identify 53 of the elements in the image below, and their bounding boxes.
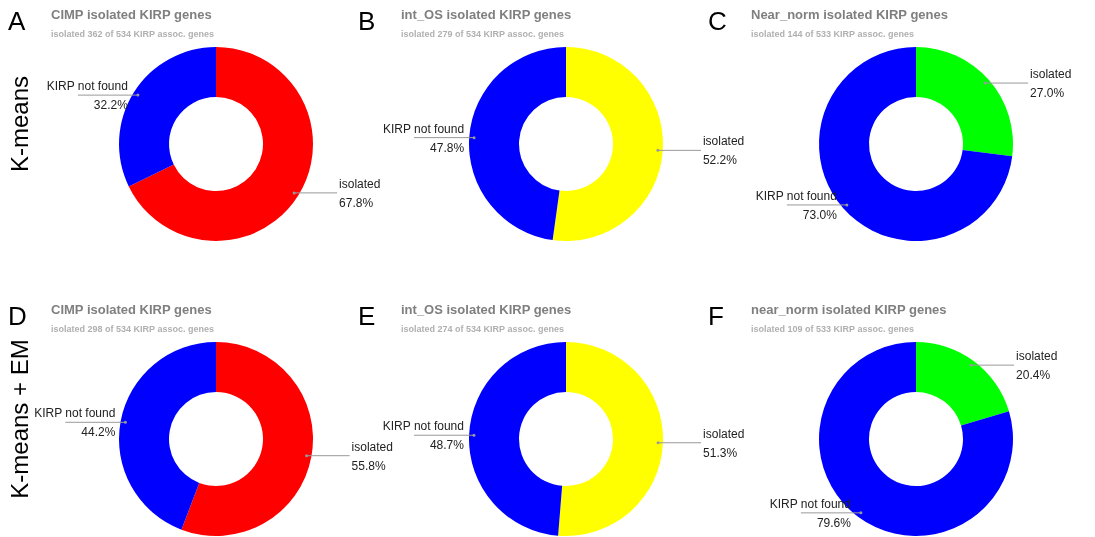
data-label: 44.2% [81, 425, 116, 440]
chart-title: CIMP isolated KIRP genes [51, 7, 212, 22]
slice-label: KIRP not found [755, 188, 837, 203]
data-label: 32.2% [93, 98, 129, 113]
donut-slice [181, 342, 313, 536]
slice-label: isolated [351, 439, 393, 454]
slice-label: KIRP not found [382, 419, 464, 434]
text: C [708, 6, 727, 36]
text: F [708, 301, 724, 331]
donut-slice [128, 47, 313, 241]
slice-label: isolated [703, 426, 745, 441]
chart-title: Near_norm isolated KIRP genes [751, 7, 948, 22]
slice-label: isolated [702, 134, 745, 149]
slice-label: isolated [339, 176, 381, 191]
donut-slice [558, 342, 663, 536]
chart-title: int_OS isolated KIRP genes [401, 7, 572, 22]
data-label: 73.0% [802, 207, 838, 222]
data-label: 79.6% [816, 515, 852, 530]
slice-label: isolated [1030, 67, 1072, 82]
chart-title: near_norm isolated KIRP genes [751, 302, 947, 317]
chart-subtitle: isolated 279 of 534 KIRP assoc. genes [401, 29, 564, 39]
donut-slice [469, 342, 566, 536]
donut-slice [819, 342, 1013, 536]
text: B [358, 6, 376, 36]
chart-subtitle: isolated 144 of 533 KIRP assoc. genes [751, 29, 914, 39]
text: E [358, 301, 376, 331]
data-label: 48.7% [429, 438, 465, 453]
slice-label: KIRP not found [34, 406, 116, 421]
donut-slice [916, 342, 1009, 426]
data-label: 47.8% [430, 140, 465, 155]
text: K-means [6, 75, 33, 173]
chart-title: CIMP isolated KIRP genes [51, 302, 212, 317]
donut-slice [916, 47, 1013, 157]
chart-subtitle: isolated 274 of 534 KIRP assoc. genes [401, 324, 564, 334]
text: D [8, 301, 27, 331]
data-label: 20.4% [1016, 368, 1051, 383]
slice-label: isolated [1016, 349, 1058, 364]
donut-slice [469, 47, 566, 241]
data-label: 27.0% [1030, 86, 1065, 101]
chart-subtitle: isolated 109 of 533 KIRP assoc. genes [751, 324, 914, 334]
slice-label: KIRP not found [382, 121, 465, 136]
chart-subtitle: isolated 298 of 534 KIRP assoc. genes [51, 324, 214, 334]
data-label: 51.3% [703, 445, 738, 460]
slice-label: KIRP not found [46, 79, 128, 94]
donut-slice [552, 47, 663, 241]
chart-subtitle: isolated 362 of 534 KIRP assoc. genes [51, 29, 214, 39]
data-label: 55.8% [351, 458, 386, 473]
donut-slice [119, 342, 216, 530]
data-label: 67.8% [339, 195, 374, 210]
text: K-means + EM [6, 339, 33, 499]
chart-title: int_OS isolated KIRP genes [401, 302, 572, 317]
text: A [8, 6, 26, 36]
data-label: 52.2% [702, 153, 738, 168]
